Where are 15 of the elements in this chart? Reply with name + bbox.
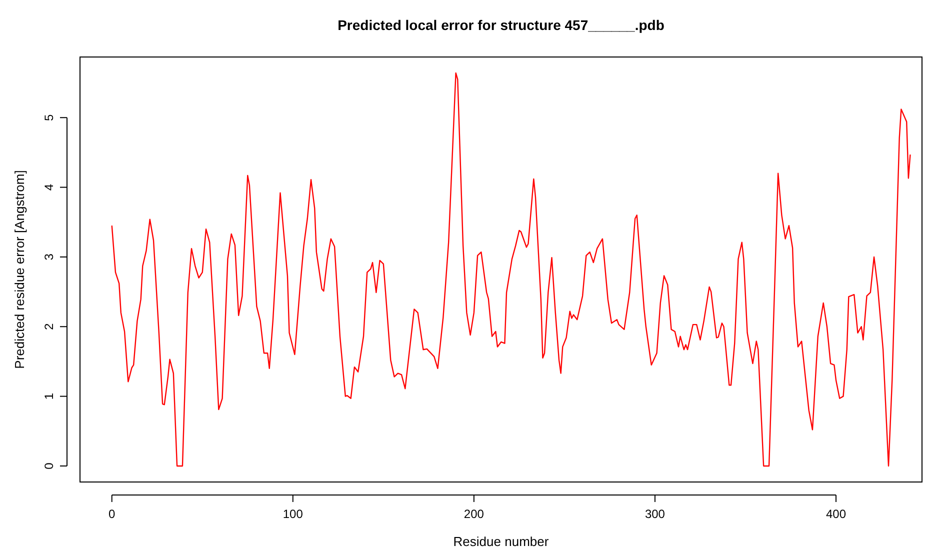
x-tick-label: 100 — [282, 507, 304, 521]
y-tick-label: 2 — [42, 322, 56, 330]
x-tick-label: 0 — [108, 507, 116, 521]
chart-title: Predicted local error for structure 457______.pdb — [338, 17, 664, 33]
y-tick-label: 0 — [42, 462, 56, 470]
y-axis-title: Predicted residue error [Angstrom] — [12, 170, 27, 369]
y-tick-label: 4 — [42, 184, 56, 191]
y-tick-label: 1 — [42, 392, 56, 400]
line-series — [111, 72, 911, 467]
x-tick-label: 300 — [644, 507, 666, 521]
x-axis-title: Residue number — [453, 534, 550, 549]
x-tick-label: 400 — [826, 507, 846, 521]
y-tick-label: 5 — [42, 114, 56, 121]
x-tick-label: 200 — [464, 507, 484, 521]
y-tick-label: 3 — [42, 253, 56, 260]
